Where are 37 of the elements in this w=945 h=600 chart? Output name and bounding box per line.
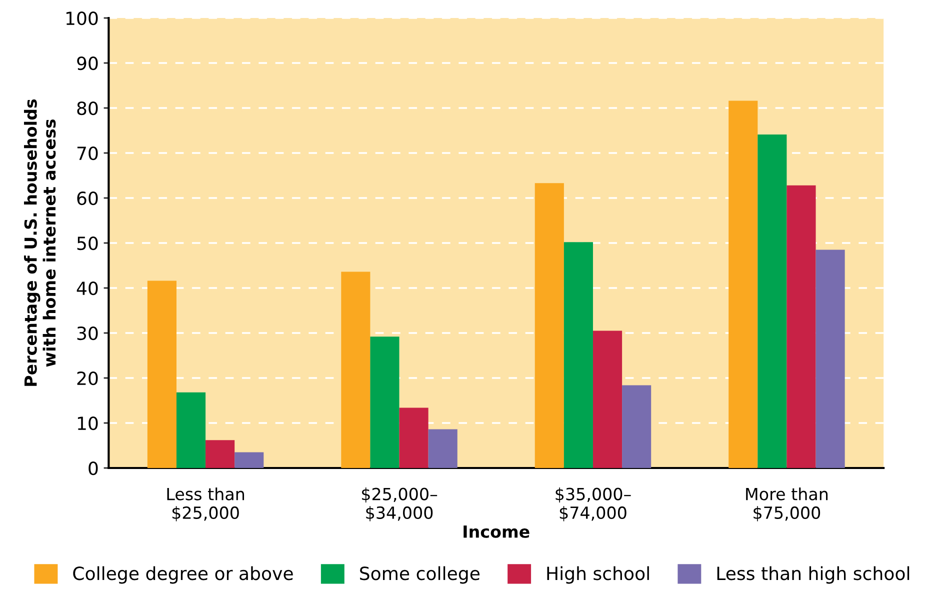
- y-tick-label: 0: [88, 461, 98, 476]
- y-tick-label: 100: [66, 11, 98, 26]
- bar: [147, 280, 176, 468]
- bar: [428, 429, 458, 468]
- bar: [728, 100, 758, 468]
- y-axis-title: Percentage of U.S. households with home internet access: [24, 99, 56, 386]
- bar: [234, 452, 264, 468]
- bar: [816, 250, 845, 468]
- y-tick-label: 30: [77, 326, 98, 340]
- x-tick-label: $25,000– $34,000: [362, 487, 438, 522]
- y-tick-label: 40: [76, 281, 98, 296]
- bar: [622, 385, 652, 468]
- bar: [176, 392, 206, 468]
- y-tick-label: 10: [78, 416, 98, 430]
- legend-label: College degree or above: [73, 566, 293, 584]
- legend-label: High school: [547, 566, 649, 584]
- bar: [564, 242, 593, 468]
- bar: [786, 185, 816, 468]
- y-tick-label: 60: [77, 191, 98, 206]
- y-tick-label: 80: [77, 101, 98, 116]
- bar: [534, 183, 564, 468]
- bar: [592, 330, 622, 468]
- bar: [341, 272, 370, 468]
- y-tick-label: 50: [77, 236, 98, 250]
- legend-label: Less than high school: [717, 566, 910, 584]
- bar: [370, 336, 400, 468]
- bar: [758, 134, 787, 468]
- legend-label: Some college: [360, 566, 480, 584]
- x-tick-label: Less than $25,000: [167, 487, 244, 522]
- bar: [206, 440, 235, 468]
- x-tick-label: $35,000– $74,000: [556, 487, 631, 522]
- y-tick-label: 70: [77, 146, 98, 160]
- y-tick-label: 20: [77, 371, 98, 386]
- bar: [399, 408, 428, 468]
- x-axis-title: Income: [464, 526, 530, 538]
- x-tick-label: More than $75,000: [746, 487, 828, 522]
- y-tick-label: 90: [77, 56, 98, 70]
